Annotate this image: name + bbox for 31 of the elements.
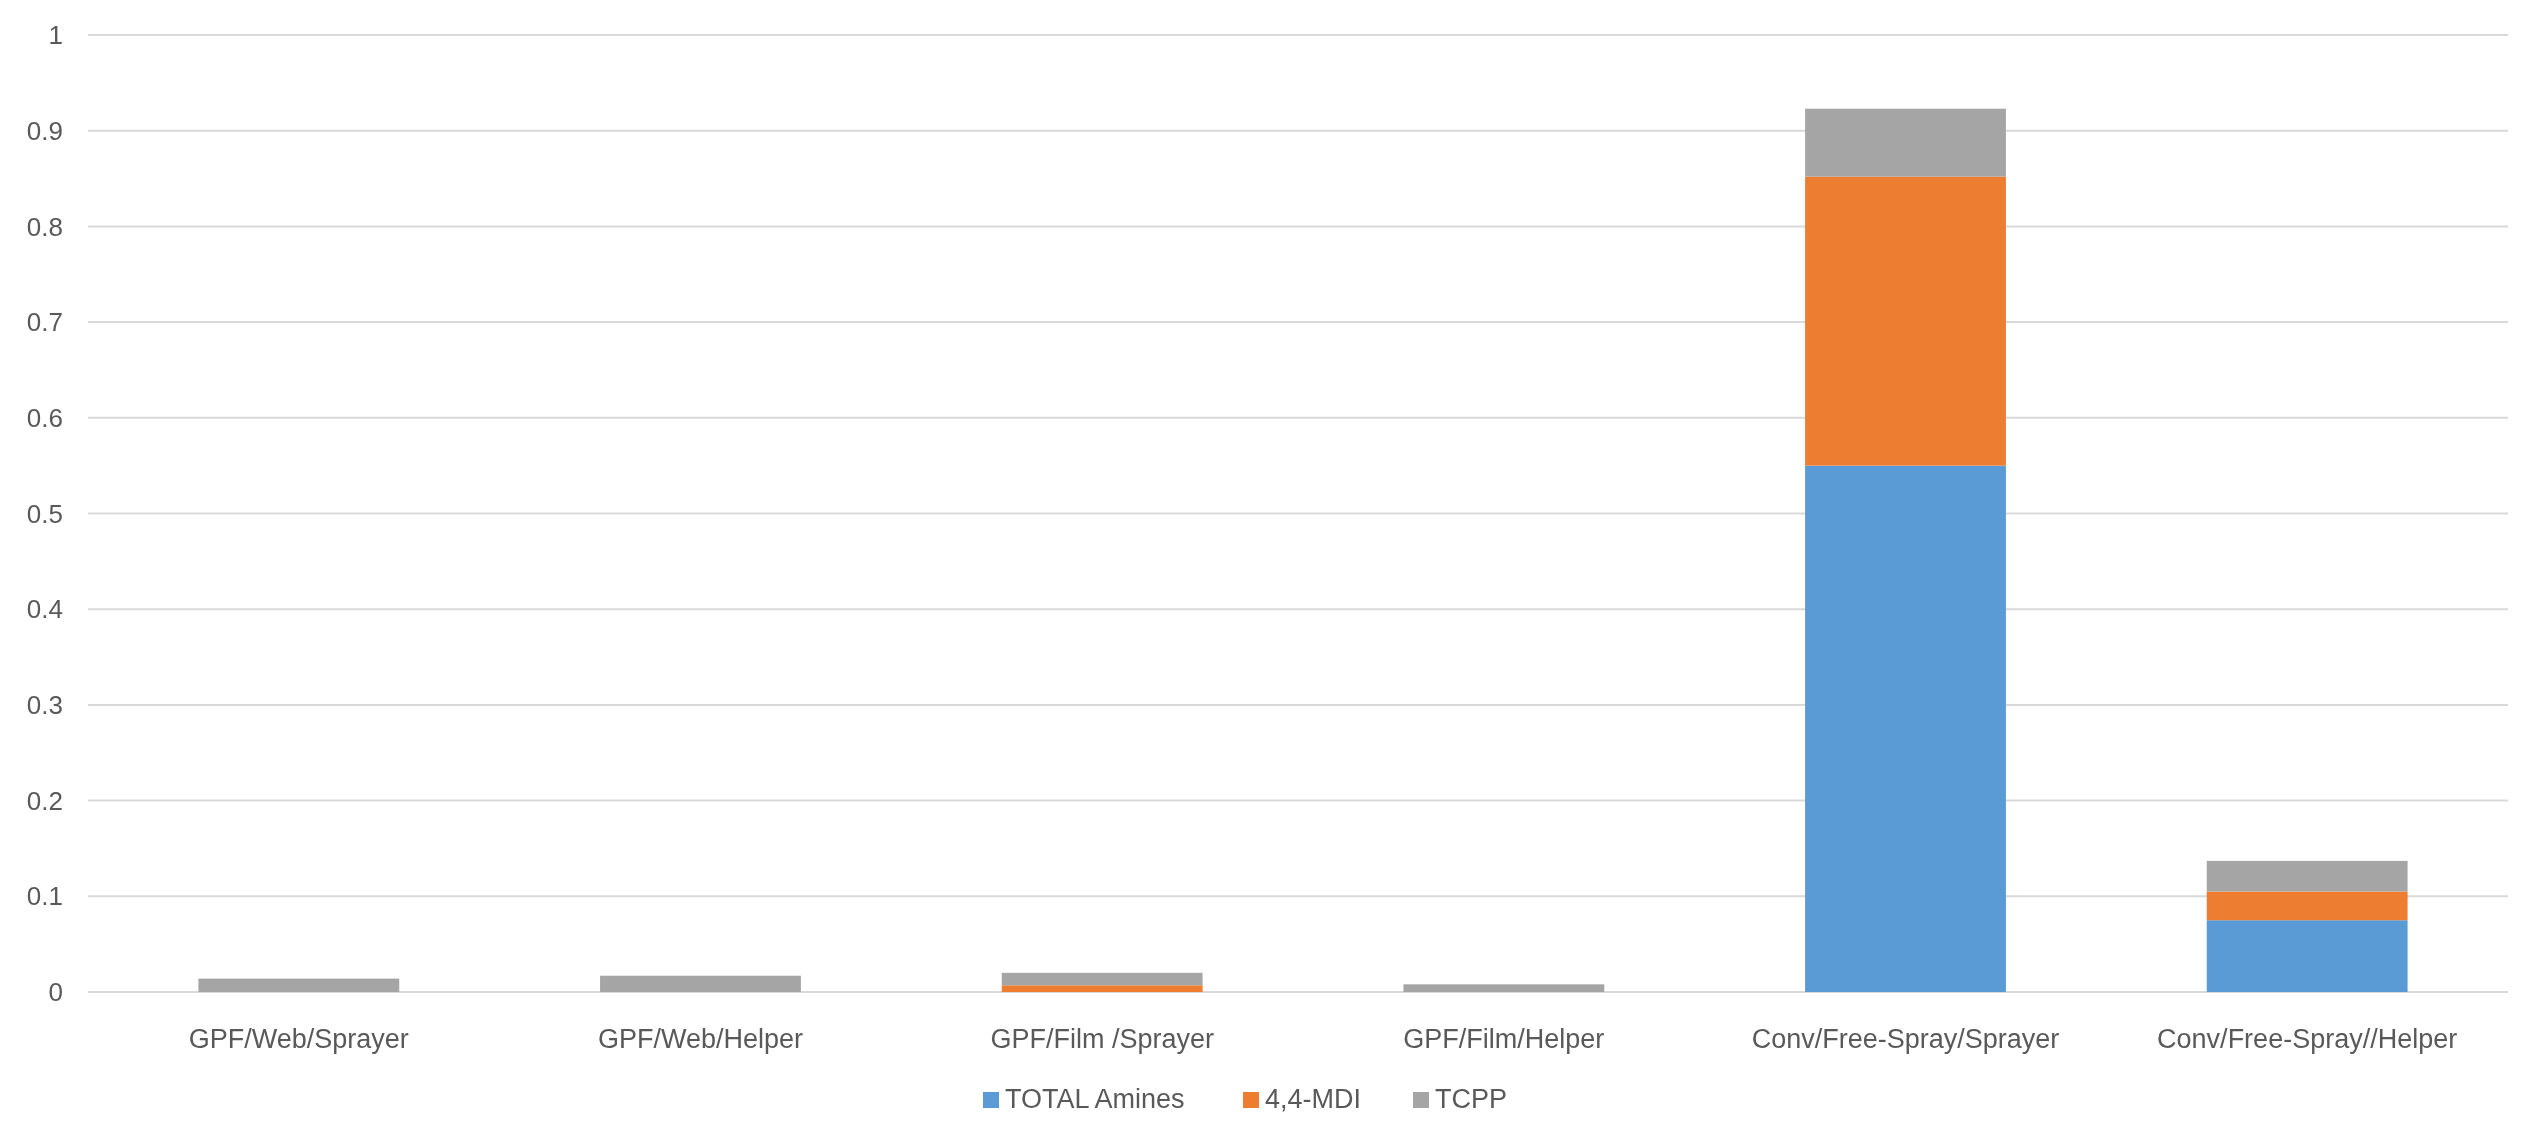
bar	[198, 978, 400, 992]
bar	[1805, 465, 2006, 992]
x-tick-label: GPF/Web/Sprayer	[188, 1024, 409, 1054]
legend-label: TCPP	[1435, 1084, 1508, 1114]
bar	[2206, 891, 2408, 921]
bar	[2206, 920, 2408, 992]
y-tick-label: 0.6	[26, 402, 63, 433]
bar	[600, 975, 801, 992]
y-tick-label: 1	[48, 20, 63, 51]
y-tick-label: 0.7	[26, 307, 63, 338]
y-tick-label: 0.3	[26, 690, 63, 720]
x-tick-label: Conv/Free-Spray/Sprayer	[1751, 1024, 2060, 1054]
x-tick-label: GPF/Web/Helper	[597, 1024, 804, 1054]
y-tick-label: 0.8	[26, 211, 63, 242]
x-tick-label: Conv/Free-Spray//Helper	[2157, 1024, 2458, 1054]
legend-label: TOTAL Amines	[1005, 1084, 1185, 1114]
bar	[1001, 985, 1203, 992]
x-tick-label: GPF/Film/Helper	[1403, 1024, 1605, 1054]
bar	[1403, 984, 1605, 992]
y-tick-label: 0.4	[26, 594, 63, 625]
y-tick-label: 0.5	[26, 498, 63, 529]
y-tick-label: 0.1	[26, 881, 63, 912]
y-tick-label: 0	[48, 977, 63, 1008]
bar	[1805, 176, 2006, 466]
bar	[1805, 108, 2006, 177]
y-tick-label: 0.9	[26, 115, 63, 146]
x-tick-label: GPF/Film /Sprayer	[990, 1024, 1214, 1054]
y-tick-label: 0.2	[26, 785, 63, 816]
bar	[1001, 972, 1203, 986]
legend-label: 4,4-MDI	[1265, 1084, 1362, 1114]
bar	[2206, 860, 2408, 892]
